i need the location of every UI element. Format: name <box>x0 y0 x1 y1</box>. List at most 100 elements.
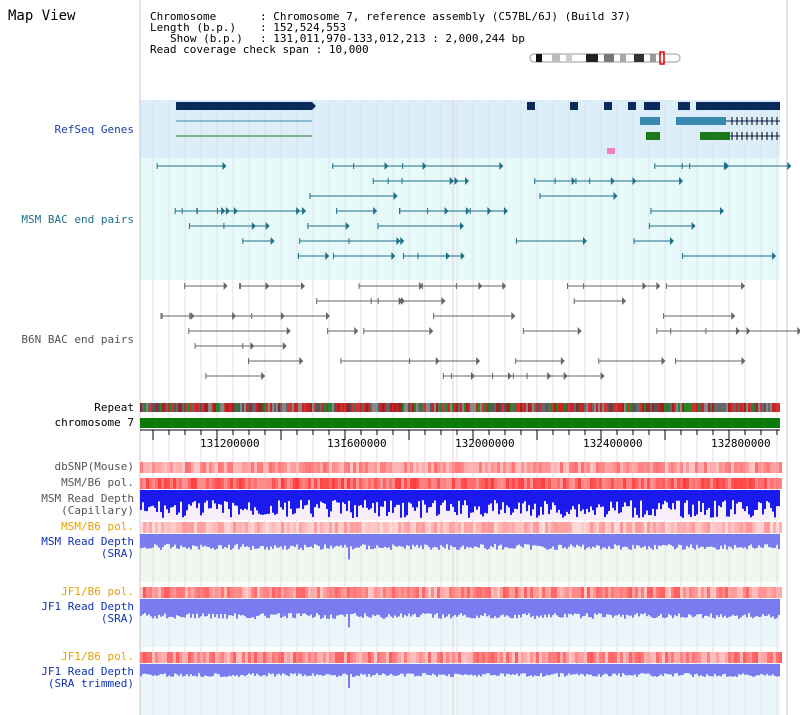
msm-b6-pol-cell <box>623 478 626 489</box>
dbsnp-cell <box>683 462 686 473</box>
msm-b6-pol-cell <box>278 522 281 533</box>
repeat-segment <box>528 403 530 412</box>
msm-b6-pol-cell <box>155 522 158 533</box>
repeat-segment <box>488 403 490 412</box>
repeat-segment <box>424 403 426 412</box>
jf1-sra-depth-bar <box>240 599 242 616</box>
jf1-trim-depth-bar <box>778 664 780 677</box>
jf1-trim-depth-bar <box>274 664 276 677</box>
msm-capillary-depth-bar <box>370 490 372 509</box>
msm-capillary-depth-bar <box>692 490 694 505</box>
msm-sra-depth-bar <box>484 534 486 549</box>
repeat-segment <box>730 403 732 412</box>
jf1-b6-pol-cell <box>311 587 314 598</box>
jf1-b6-pol-cell <box>182 587 185 598</box>
jf1-b6-pol-cell <box>518 587 521 598</box>
jf1-b6-pol-cell <box>380 652 383 663</box>
msm-b6-pol-cell <box>509 478 512 489</box>
msm-capillary-depth-bar <box>604 490 606 518</box>
msm-capillary-depth-bar <box>470 490 472 513</box>
msm-capillary-depth-bar <box>624 490 626 503</box>
msm-sra-depth-bar <box>394 534 396 546</box>
jf1-b6-pol-cell <box>470 652 473 663</box>
jf1-b6-pol-cell <box>416 587 419 598</box>
msm-b6-pol-cell <box>362 522 365 533</box>
msm-b6-pol-cell <box>377 522 380 533</box>
msm-b6-pol-cell <box>629 478 632 489</box>
msm-b6-pol-cell <box>641 522 644 533</box>
msm-sra-depth-bar <box>456 534 458 550</box>
msm-capillary-depth-bar <box>168 490 170 513</box>
msm-sra-depth-bar <box>634 534 636 549</box>
jf1-b6-pol-cell <box>728 587 731 598</box>
msm-capillary-depth-bar <box>400 490 402 518</box>
msm-b6-pol-cell <box>530 522 533 533</box>
jf1-b6-pol-cell <box>281 587 284 598</box>
jf1-sra-depth-bar <box>250 599 252 618</box>
jf1-b6-pol-cell <box>239 587 242 598</box>
jf1-b6-pol-cell <box>764 587 767 598</box>
msm-capillary-depth-bar <box>210 490 212 509</box>
jf1-b6-pol-cell <box>254 652 257 663</box>
jf1-b6-pol-cell <box>179 587 182 598</box>
msm-bac-pair-arrow <box>265 222 270 230</box>
msm-sra-depth-bar <box>490 534 492 547</box>
msm-sra-depth-bar <box>264 534 266 550</box>
jf1-b6-pol-cell <box>272 587 275 598</box>
msm-sra-depth-bar <box>532 534 534 546</box>
repeat-segment <box>274 403 276 412</box>
msm-b6-pol-cell <box>563 478 566 489</box>
msm-capillary-depth-bar <box>414 490 416 511</box>
jf1-sra-depth-bar <box>666 599 668 618</box>
track-label-msm-depth-sra: MSM Read Depth (SRA) <box>0 536 134 560</box>
msm-b6-pol-cell <box>692 478 695 489</box>
msm-sra-depth-bar <box>774 534 776 548</box>
jf1-b6-pol-cell <box>488 652 491 663</box>
dbsnp-cell <box>686 462 689 473</box>
jf1-sra-depth-bar <box>226 599 228 619</box>
msm-bac-pair-arrow <box>460 252 465 260</box>
msm-b6-pol-cell <box>539 478 542 489</box>
msm-sra-depth-bar <box>148 534 150 549</box>
msm-sra-depth-bar <box>610 534 612 549</box>
dbsnp-cell <box>599 462 602 473</box>
msm-capillary-depth-bar <box>314 490 316 508</box>
msm-b6-pol-cell <box>725 478 728 489</box>
msm-b6-pol-cell <box>626 478 629 489</box>
jf1-b6-pol-cell <box>728 652 731 663</box>
msm-sra-depth-bar <box>154 534 156 545</box>
repeat-segment <box>176 403 178 412</box>
msm-b6-pol-cell <box>236 522 239 533</box>
repeat-segment <box>236 403 238 412</box>
dbsnp-cell <box>467 462 470 473</box>
gene-block <box>644 102 660 110</box>
jf1-trim-depth-bar <box>668 664 670 675</box>
dbsnp-cell <box>692 462 695 473</box>
msm-capillary-depth-bar <box>360 490 362 506</box>
msm-b6-pol-cell <box>221 522 224 533</box>
jf1-b6-pol-cell <box>500 587 503 598</box>
msm-capillary-depth-bar <box>718 490 720 506</box>
msm-capillary-depth-bar <box>698 490 700 502</box>
msm-capillary-depth-bar <box>594 490 596 515</box>
jf1-trim-depth-bar <box>232 664 234 676</box>
repeat-segment <box>230 403 232 412</box>
jf1-trim-depth-bar <box>632 664 634 676</box>
msm-sra-depth-bar <box>612 534 614 549</box>
msm-b6-pol-cell <box>758 478 761 489</box>
repeat-segment <box>316 403 318 412</box>
repeat-segment <box>422 403 424 412</box>
jf1-sra-depth-bar <box>734 599 736 617</box>
jf1-b6-pol-cell <box>140 587 143 598</box>
msm-b6-pol-cell <box>260 522 263 533</box>
msm-sra-depth-bar <box>402 534 404 547</box>
jf1-b6-pol-cell <box>215 652 218 663</box>
msm-sra-depth-bar <box>528 534 530 545</box>
jf1-sra-depth-bar <box>720 599 722 615</box>
jf1-b6-pol-cell <box>365 587 368 598</box>
jf1-b6-pol-cell <box>233 652 236 663</box>
msm-sra-depth-bar <box>144 534 146 548</box>
jf1-sra-depth-bar <box>450 599 452 619</box>
msm-b6-pol-cell <box>752 522 755 533</box>
